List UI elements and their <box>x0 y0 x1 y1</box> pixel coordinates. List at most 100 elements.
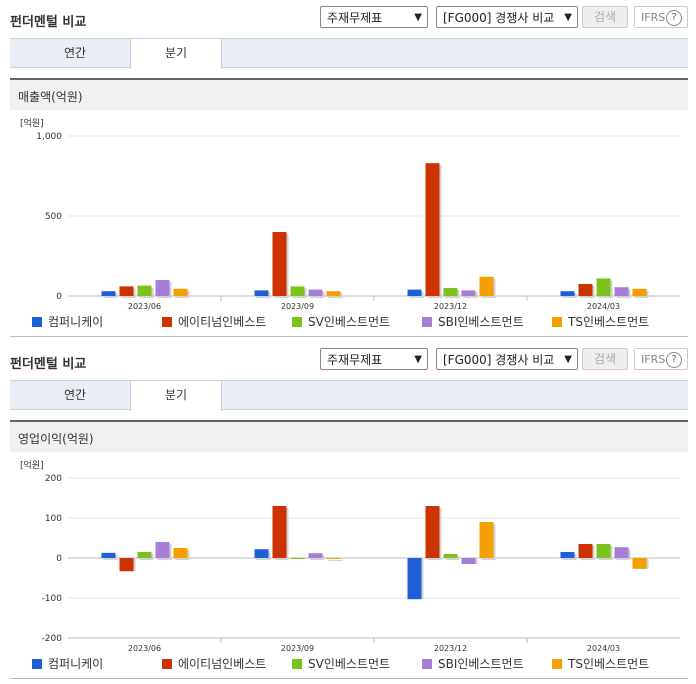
bar[interactable] <box>614 287 629 296</box>
ifrs-label: IFRS <box>641 353 666 366</box>
legend-item[interactable]: 컴퍼니케이 <box>32 655 103 672</box>
statement-select[interactable]: 주재무제표 ▼ <box>320 6 428 28</box>
legend-item[interactable]: 에이티넘인베스트 <box>162 313 266 330</box>
bar[interactable] <box>272 506 287 558</box>
x-tick-label: 2024/03 <box>587 302 620 310</box>
revenue-chart: [억원] 0 500 1,000 2023/06 2023/09 2023/12 2024/0… <box>20 117 680 310</box>
bar[interactable] <box>407 558 422 600</box>
tab-annual[interactable]: 연간 <box>63 46 87 60</box>
chevron-down-icon: ▼ <box>564 12 572 23</box>
bar[interactable] <box>254 549 269 558</box>
bar-shadow <box>328 560 343 561</box>
bar[interactable] <box>632 288 647 296</box>
bar[interactable] <box>443 554 458 558</box>
search-button[interactable]: 검색 <box>582 348 628 370</box>
y-tick-label: 1,000 <box>36 132 62 142</box>
y-tick-label: 0 <box>56 292 62 302</box>
ifrs-button[interactable]: IFRS ? <box>634 6 688 28</box>
bar[interactable] <box>596 278 611 296</box>
bar[interactable] <box>290 286 305 296</box>
legend-item[interactable]: 컴퍼니케이 <box>32 313 103 330</box>
x-tick-label: 2023/12 <box>434 302 467 310</box>
chart-title: 매출액(억원) <box>18 90 83 104</box>
bar[interactable] <box>425 506 440 558</box>
compare-select[interactable]: [FG000] 경쟁사 비교 ▼ <box>436 348 578 370</box>
bar[interactable] <box>479 522 494 558</box>
legend-swatch <box>32 659 42 669</box>
section-header: 펀더멘털 비교 주재무제표 ▼ [FG000] 경쟁사 비교 ▼ 검색 IFRS… <box>0 342 696 378</box>
legend-label: 컴퍼니케이 <box>48 657 104 671</box>
legend-item[interactable]: SV인베스트먼트 <box>292 655 390 672</box>
period-tabs: 연간 분기 <box>10 38 688 69</box>
bar[interactable] <box>137 285 152 296</box>
bar[interactable] <box>137 552 152 558</box>
bar[interactable] <box>614 547 629 558</box>
chart-panel-header: 매출액(억원) <box>10 78 688 110</box>
bar[interactable] <box>173 548 188 558</box>
bar[interactable] <box>173 288 188 296</box>
legend-label: 컴퍼니케이 <box>48 315 104 329</box>
legend-item[interactable]: SBI인베스트먼트 <box>422 655 524 672</box>
legend-swatch <box>292 317 302 327</box>
legend-label: SV인베스트먼트 <box>308 657 391 671</box>
bar[interactable] <box>155 280 170 296</box>
compare-select-value: [FG000] 경쟁사 비교 <box>443 11 555 25</box>
bar[interactable] <box>119 558 134 572</box>
bar[interactable] <box>101 552 116 558</box>
bar[interactable] <box>290 558 305 559</box>
bar[interactable] <box>596 544 611 558</box>
chevron-down-icon: ▼ <box>414 354 422 365</box>
legend-item[interactable]: TS인베스트먼트 <box>552 313 649 330</box>
section-title: 펀더멘털 비교 <box>10 357 87 372</box>
bar[interactable] <box>326 558 341 559</box>
x-tick-label: 2023/06 <box>128 644 161 652</box>
bar[interactable] <box>461 558 476 564</box>
bar[interactable] <box>632 558 647 569</box>
legend-item[interactable]: 에이티넘인베스트 <box>162 655 266 672</box>
x-tick-label: 2024/03 <box>587 644 620 652</box>
bar[interactable] <box>254 290 269 296</box>
statement-select-value: 주재무제표 <box>327 11 383 25</box>
legend-label: 에이티넘인베스트 <box>178 315 267 329</box>
help-icon[interactable]: ? <box>666 352 682 368</box>
bar[interactable] <box>425 163 440 296</box>
period-tabs: 연간 분기 <box>10 380 688 411</box>
ifrs-button[interactable]: IFRS ? <box>634 348 688 370</box>
bar[interactable] <box>308 553 323 558</box>
operating-profit-chart: [억원] -200 -100 0 100 200 2023/06 2023/09 2023/12… <box>20 459 680 652</box>
bar[interactable] <box>578 544 593 558</box>
statement-select[interactable]: 주재무제표 ▼ <box>320 348 428 370</box>
search-button[interactable]: 검색 <box>582 6 628 28</box>
tab-quarterly[interactable]: 분기 <box>130 381 222 411</box>
x-tick-label: 2023/09 <box>281 644 314 652</box>
bar[interactable] <box>560 291 575 296</box>
bar[interactable] <box>308 289 323 296</box>
bar[interactable] <box>560 552 575 558</box>
bar[interactable] <box>119 286 134 296</box>
chart-panel-header: 영업이익(억원) <box>10 420 688 452</box>
chevron-down-icon: ▼ <box>414 12 422 23</box>
legend-item[interactable]: SBI인베스트먼트 <box>422 313 524 330</box>
bar[interactable] <box>155 542 170 558</box>
compare-select[interactable]: [FG000] 경쟁사 비교 ▼ <box>436 6 578 28</box>
tab-annual[interactable]: 연간 <box>63 388 87 402</box>
y-tick-label: 200 <box>45 474 62 484</box>
y-tick-label: -100 <box>42 594 63 604</box>
bar[interactable] <box>101 291 116 296</box>
bar[interactable] <box>461 290 476 296</box>
chart-title: 영업이익(억원) <box>18 432 94 446</box>
legend-swatch <box>552 317 562 327</box>
help-icon[interactable]: ? <box>666 10 682 26</box>
y-tick-label: -200 <box>42 634 63 644</box>
bar[interactable] <box>578 284 593 296</box>
legend-label: SBI인베스트먼트 <box>438 315 524 329</box>
bar[interactable] <box>479 276 494 296</box>
legend-item[interactable]: SV인베스트먼트 <box>292 313 390 330</box>
bar[interactable] <box>272 232 287 296</box>
legend-swatch <box>162 317 172 327</box>
tab-quarterly[interactable]: 분기 <box>130 39 222 69</box>
bar[interactable] <box>326 291 341 296</box>
bar[interactable] <box>407 289 422 296</box>
legend-item[interactable]: TS인베스트먼트 <box>552 655 649 672</box>
bar[interactable] <box>443 288 458 296</box>
